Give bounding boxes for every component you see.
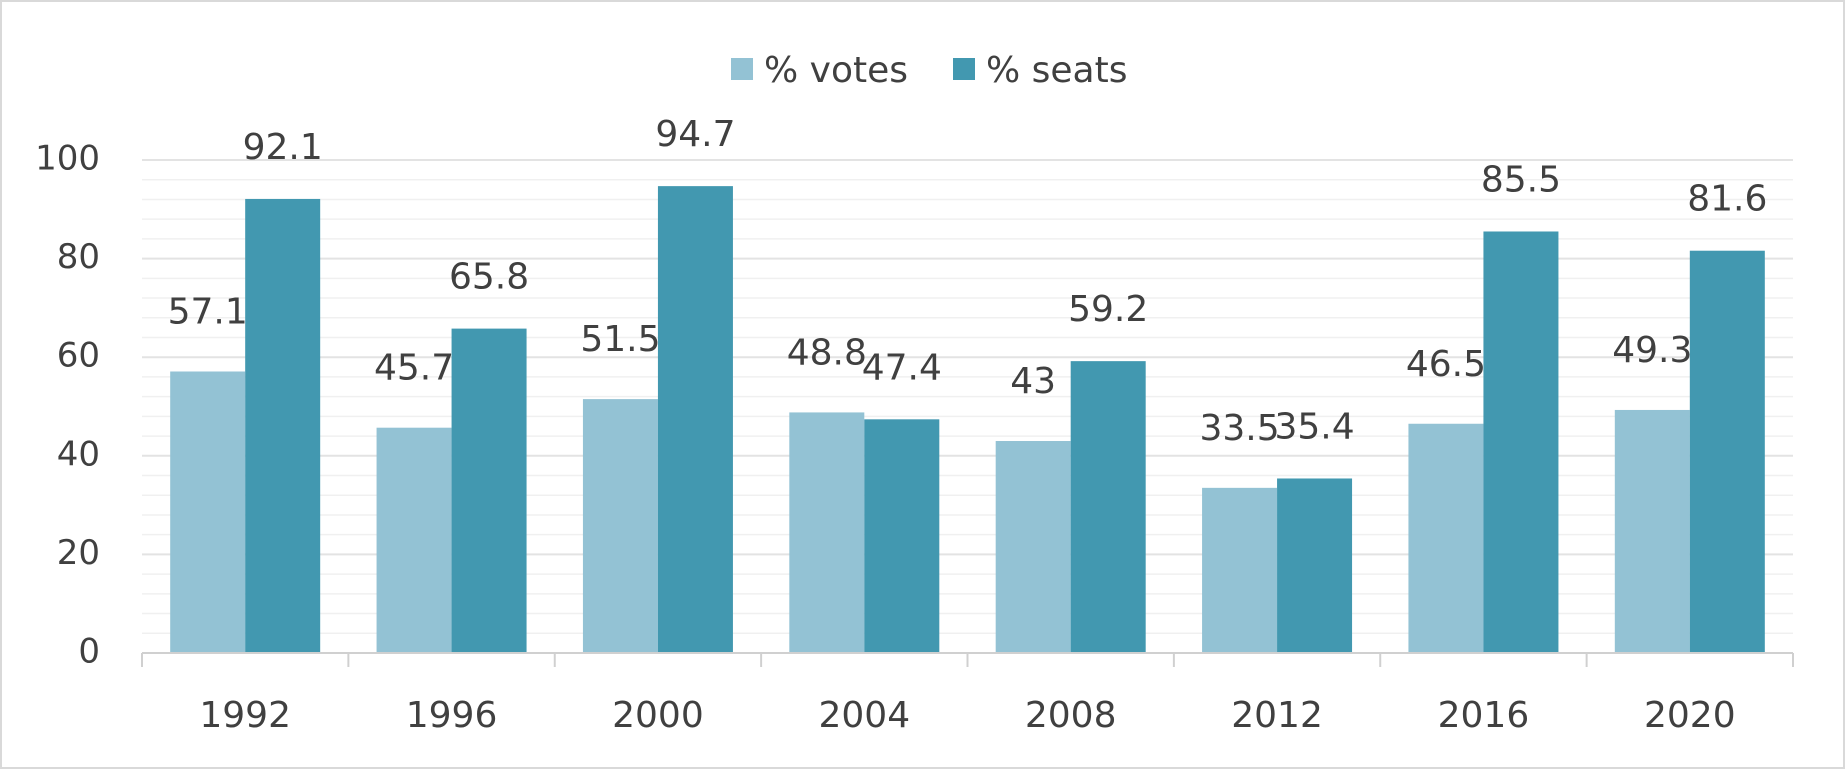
bar-data-label: 57.1 — [168, 291, 248, 332]
legend: % votes % seats — [731, 50, 1128, 91]
seats-bar — [1277, 478, 1353, 653]
bar-data-label: 35.4 — [1274, 406, 1354, 447]
votes-bar — [582, 399, 658, 653]
bar-data-label: 47.4 — [862, 347, 942, 388]
bar-data-label: 85.5 — [1481, 159, 1561, 200]
x-tick-label: 2020 — [1644, 695, 1736, 736]
bar-data-label: 49.3 — [1612, 330, 1692, 371]
votes-bar — [995, 441, 1071, 653]
x-tick-label: 2000 — [612, 695, 704, 736]
bar-data-label: 33.5 — [1199, 408, 1279, 449]
seats-bar — [245, 198, 321, 653]
bar-data-label: 94.7 — [655, 114, 735, 155]
legend-swatch-votes — [731, 58, 753, 80]
bar-data-label: 92.1 — [243, 127, 323, 168]
x-tick-label: 2016 — [1438, 695, 1530, 736]
x-tick-label: 2012 — [1231, 695, 1323, 736]
legend-label-votes: % votes — [764, 50, 908, 91]
bar-data-label: 81.6 — [1687, 179, 1767, 220]
y-tick-label: 40 — [57, 434, 100, 474]
votes-bar — [1408, 423, 1484, 653]
seats-bar — [1070, 361, 1146, 653]
seats-bar — [451, 328, 527, 653]
x-tick-label: 1996 — [406, 695, 498, 736]
x-tick-label: 2008 — [1025, 695, 1117, 736]
bar-data-label: 59.2 — [1068, 289, 1148, 330]
x-tick-label: 1992 — [199, 695, 291, 736]
votes-bar — [170, 371, 246, 653]
y-axis: 0 20 40 60 80 100 — [35, 139, 100, 672]
bar-data-label: 51.5 — [580, 319, 660, 360]
bar-data-label: 45.7 — [374, 348, 454, 389]
seats-bar — [657, 186, 733, 653]
data-labels: 57.1 45.7 51.5 48.8 43 33.5 46.5 49.3 92.1 65.8 94… — [168, 114, 1768, 449]
bar-data-label: 48.8 — [787, 332, 867, 373]
y-tick-label: 80 — [57, 237, 100, 277]
seats-bar — [1689, 250, 1765, 653]
votes-bar — [1202, 487, 1278, 653]
votes-bar — [376, 427, 452, 653]
x-axis: 1992 1996 2000 2004 2008 2012 2016 2020 — [141, 652, 1794, 736]
x-tick-label: 2004 — [819, 695, 911, 736]
seats-bar — [1483, 231, 1559, 654]
y-tick-label: 20 — [57, 533, 100, 573]
bars — [170, 186, 1765, 654]
y-tick-label: 0 — [78, 632, 100, 672]
bar-data-label: 65.8 — [449, 257, 529, 298]
votes-bar — [1614, 409, 1690, 653]
legend-swatch-seats — [953, 58, 975, 80]
bar-data-label: 43 — [1010, 361, 1056, 402]
seats-bar — [864, 419, 940, 653]
votes-bar — [789, 412, 865, 653]
bar-data-label: 46.5 — [1406, 344, 1486, 385]
y-tick-label: 100 — [35, 139, 100, 179]
legend-label-seats: % seats — [986, 50, 1128, 91]
y-tick-label: 60 — [57, 336, 100, 376]
